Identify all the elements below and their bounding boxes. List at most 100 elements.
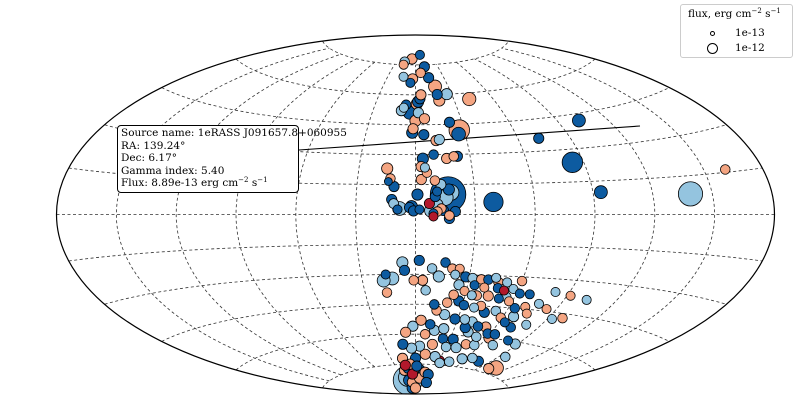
source-marker[interactable]	[565, 290, 576, 301]
source-marker[interactable]	[581, 294, 592, 305]
source-marker[interactable]	[432, 186, 443, 197]
source-marker[interactable]	[533, 298, 544, 309]
source-marker[interactable]	[443, 356, 455, 367]
source-marker[interactable]	[514, 288, 525, 299]
source-marker[interactable]	[428, 149, 439, 160]
source-marker[interactable]	[467, 352, 478, 364]
source-marker[interactable]	[429, 299, 440, 310]
source-marker[interactable]	[420, 376, 432, 389]
source-marker[interactable]	[407, 123, 419, 135]
source-marker[interactable]	[720, 164, 731, 175]
source-marker[interactable]	[458, 299, 470, 311]
source-marker[interactable]	[440, 257, 451, 268]
source-marker[interactable]	[557, 312, 568, 324]
source-marker[interactable]	[448, 151, 459, 162]
source-marker[interactable]	[400, 326, 412, 338]
source-marker[interactable]	[503, 335, 514, 346]
source-marker[interactable]	[426, 263, 438, 274]
source-marker[interactable]	[426, 338, 438, 350]
source-marker[interactable]	[449, 313, 461, 325]
source-marker[interactable]	[491, 272, 502, 283]
source-marker[interactable]	[489, 329, 501, 340]
source-marker[interactable]	[405, 77, 416, 88]
source-marker[interactable]	[408, 275, 419, 286]
source-marker[interactable]	[440, 341, 452, 353]
source-marker[interactable]	[411, 188, 424, 201]
source-marker[interactable]	[459, 314, 471, 325]
source-marker[interactable]	[450, 269, 461, 280]
source-marker[interactable]	[429, 175, 441, 186]
source-marker[interactable]	[418, 129, 430, 141]
source-marker[interactable]	[418, 113, 431, 125]
source-marker[interactable]	[677, 181, 704, 207]
source-marker[interactable]	[438, 323, 450, 335]
source-marker[interactable]	[469, 302, 480, 313]
source-marker[interactable]	[521, 308, 532, 319]
source-marker[interactable]	[432, 270, 445, 283]
source-marker[interactable]	[415, 89, 427, 101]
source-marker[interactable]	[472, 321, 484, 332]
source-marker[interactable]	[381, 162, 394, 175]
source-marker[interactable]	[419, 348, 431, 360]
source-marker[interactable]	[399, 359, 411, 371]
source-marker[interactable]	[487, 339, 499, 351]
source-marker[interactable]	[415, 174, 427, 186]
source-marker[interactable]	[414, 49, 425, 60]
source-marker[interactable]	[509, 302, 520, 314]
source-marker[interactable]	[499, 317, 510, 328]
source-marker[interactable]	[466, 290, 477, 301]
source-marker[interactable]	[398, 264, 411, 276]
source-marker[interactable]	[504, 296, 515, 307]
source-marker[interactable]	[483, 363, 495, 375]
source-marker[interactable]	[398, 59, 409, 70]
source-marker[interactable]	[407, 320, 419, 332]
source-marker[interactable]	[444, 210, 455, 221]
source-marker[interactable]	[459, 286, 470, 296]
source-marker[interactable]	[420, 285, 431, 296]
source-marker[interactable]	[450, 342, 462, 354]
source-marker[interactable]	[440, 88, 453, 101]
source-marker[interactable]	[428, 211, 439, 222]
source-marker[interactable]	[409, 382, 422, 394]
source-marker[interactable]	[493, 293, 504, 304]
source-marker[interactable]	[398, 102, 409, 113]
source-marker[interactable]	[423, 72, 435, 84]
source-marker[interactable]	[471, 331, 482, 342]
source-marker[interactable]	[433, 134, 445, 146]
source-marker[interactable]	[483, 191, 504, 213]
source-marker[interactable]	[397, 338, 409, 350]
source-marker[interactable]	[417, 274, 429, 286]
source-marker[interactable]	[572, 113, 586, 128]
source-marker[interactable]	[516, 275, 528, 287]
source-marker[interactable]	[381, 287, 393, 298]
source-marker[interactable]	[561, 151, 584, 173]
source-marker[interactable]	[441, 297, 453, 308]
source-marker[interactable]	[594, 185, 608, 200]
source-marker[interactable]	[479, 282, 490, 293]
source-marker[interactable]	[411, 360, 423, 372]
source-marker[interactable]	[380, 269, 391, 280]
source-marker[interactable]	[469, 280, 480, 291]
source-marker[interactable]	[462, 92, 477, 107]
source-marker[interactable]	[448, 289, 459, 300]
source-marker[interactable]	[434, 357, 445, 369]
source-marker[interactable]	[415, 314, 427, 326]
source-marker[interactable]	[500, 351, 511, 363]
source-marker[interactable]	[415, 67, 426, 79]
source-marker[interactable]	[425, 319, 436, 330]
source-marker[interactable]	[419, 329, 431, 340]
source-marker[interactable]	[451, 126, 466, 142]
source-marker[interactable]	[482, 290, 494, 302]
source-marker[interactable]	[456, 353, 468, 365]
source-marker[interactable]	[414, 204, 425, 215]
source-marker[interactable]	[546, 313, 557, 324]
source-marker[interactable]	[524, 289, 535, 300]
source-marker[interactable]	[499, 285, 510, 296]
source-marker[interactable]	[541, 304, 552, 315]
source-marker[interactable]	[392, 204, 403, 215]
source-marker[interactable]	[431, 88, 443, 101]
source-marker[interactable]	[419, 162, 430, 173]
source-marker[interactable]	[550, 287, 561, 298]
source-marker[interactable]	[398, 71, 409, 82]
source-marker[interactable]	[413, 254, 425, 266]
